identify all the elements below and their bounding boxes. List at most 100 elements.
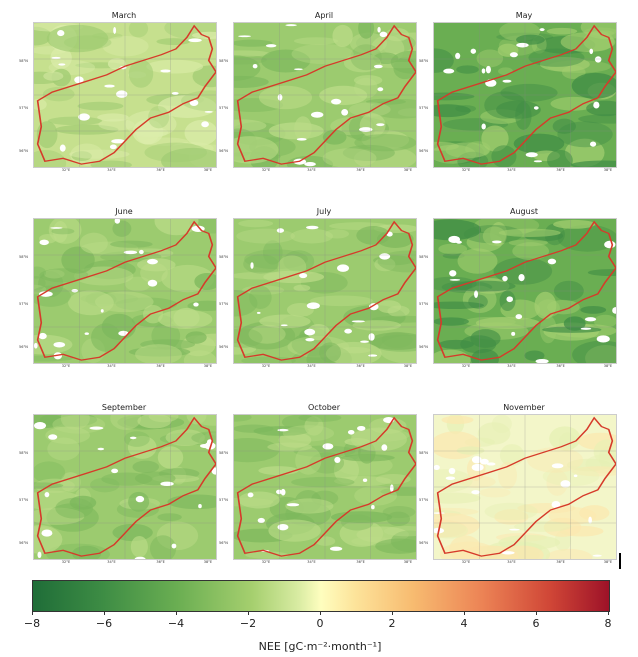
nodata-gap <box>53 341 66 348</box>
nodata-gap <box>448 467 456 475</box>
vegetation-patch <box>434 219 482 241</box>
nodata-gap <box>481 68 486 74</box>
nodata-gap <box>37 551 42 558</box>
nodata-gap <box>276 489 282 495</box>
nodata-gap <box>377 26 381 33</box>
vegetation-patch <box>237 321 296 350</box>
nodata-gap <box>449 279 461 281</box>
nodata-gap <box>286 503 300 507</box>
nodata-gap <box>533 160 543 163</box>
nodata-gap <box>113 27 117 34</box>
nodata-gap <box>58 63 66 66</box>
nodata-gap <box>71 288 79 293</box>
nodata-gap <box>456 240 462 244</box>
nodata-gap <box>48 434 58 440</box>
nodata-gap <box>114 219 121 224</box>
nodata-gap <box>201 121 209 128</box>
vegetation-patch <box>543 517 582 537</box>
vegetation-patch <box>39 415 98 428</box>
vegetation-patch <box>127 435 157 459</box>
vegetation-patch <box>571 72 616 99</box>
longitude-label: 32°E <box>61 364 71 368</box>
region-boundary <box>436 24 616 165</box>
vegetation-patch <box>69 495 97 510</box>
colorbar-tick-label: 4 <box>460 617 468 630</box>
vegetation-patch <box>173 307 200 329</box>
vegetation-patch <box>51 228 75 235</box>
vegetation-patch <box>36 121 58 149</box>
vegetation-patch <box>245 551 289 559</box>
nodata-gap <box>305 337 315 342</box>
latitude-label: 56°N <box>19 540 28 545</box>
nodata-gap <box>362 478 368 482</box>
vegetation-patch <box>587 269 616 277</box>
vegetation-patch <box>494 509 529 525</box>
vegetation-patch <box>261 49 311 73</box>
panel-title: October <box>307 403 341 412</box>
colorbar-tick <box>176 611 177 615</box>
nodata-gap <box>189 99 199 106</box>
vegetation-patch <box>386 511 410 527</box>
vegetation-patch <box>331 511 393 523</box>
colorbar-tick-label: 0 <box>316 617 324 630</box>
colorbar-tick <box>320 611 321 615</box>
latitude-label: 57°N <box>219 105 228 110</box>
nodata-gap <box>160 481 174 486</box>
vegetation-patch <box>181 90 216 112</box>
nodata-gap <box>551 500 561 509</box>
vegetation-patch <box>553 219 596 229</box>
vegetation-patch <box>500 83 558 102</box>
colorbar-tick-label: 2 <box>388 617 396 630</box>
nodata-gap <box>38 332 47 340</box>
nodata-gap <box>589 141 597 147</box>
longitude-label: 32°E <box>461 364 471 368</box>
nodata-gap <box>357 425 366 431</box>
vegetation-patch <box>549 426 581 451</box>
nodata-gap <box>171 543 177 549</box>
vegetation-patch <box>309 295 373 307</box>
nodata-gap <box>371 505 375 510</box>
vegetation-patch <box>365 98 406 105</box>
colorbar-tick-label: −6 <box>95 617 113 630</box>
vegetation-patch <box>128 23 149 38</box>
map-panel <box>433 218 617 364</box>
vegetation-patch <box>112 220 132 237</box>
latitude-label: 57°N <box>19 497 28 502</box>
vegetation-patch <box>593 314 616 328</box>
vegetation-patch <box>517 502 576 514</box>
colorbar-tick-label: −2 <box>239 617 257 630</box>
nodata-gap <box>276 228 285 233</box>
nodata-gap <box>277 93 283 101</box>
nodata-gap <box>109 144 117 150</box>
longitude-label: 32°E <box>61 560 71 564</box>
vegetation-patch <box>456 446 485 455</box>
vegetation-patch <box>354 134 416 152</box>
longitude-label: 34°E <box>307 560 316 564</box>
latitude-label: 58°N <box>219 451 228 456</box>
panel-title: July <box>316 207 332 216</box>
vegetation-patch <box>34 525 63 554</box>
region-boundary <box>236 416 416 557</box>
nodata-gap <box>389 484 394 492</box>
vegetation-patch <box>46 543 110 559</box>
vegetation-patch <box>434 492 481 504</box>
colorbar-tick-label: 6 <box>532 617 540 630</box>
nodata-gap <box>515 314 523 320</box>
vegetation-patch <box>234 438 280 463</box>
nodata-gap <box>304 328 316 336</box>
vegetation-patch <box>332 24 353 48</box>
nodata-gap <box>256 311 261 314</box>
longitude-label: 38°E <box>203 168 213 172</box>
vegetation-patch <box>68 290 114 316</box>
nodata-gap <box>304 161 316 167</box>
latitude-label: 58°N <box>419 59 428 64</box>
latitude-label: 56°N <box>419 540 428 545</box>
vegetation-patch <box>434 469 473 493</box>
nodata-gap <box>344 328 352 334</box>
latitude-label: 57°N <box>19 105 28 110</box>
vegetation-patch <box>493 257 553 285</box>
vegetation-patch <box>45 426 91 445</box>
vegetation-patch <box>470 329 501 348</box>
vegetation-patch <box>157 513 182 521</box>
nodata-gap <box>97 447 105 451</box>
